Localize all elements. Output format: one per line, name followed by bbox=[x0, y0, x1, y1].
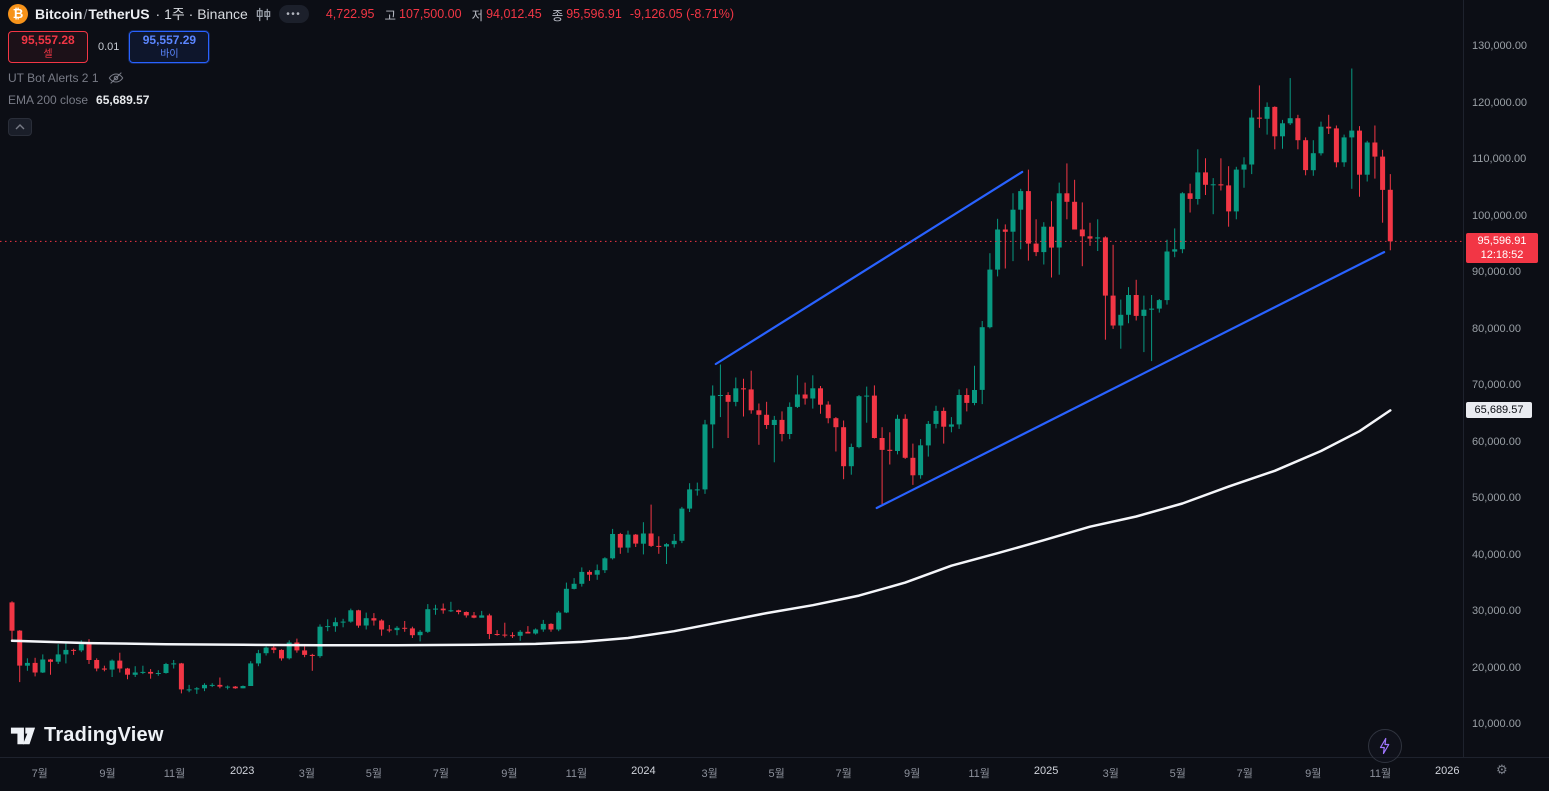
time-axis-label: 7월 bbox=[432, 768, 450, 780]
indicator-row-utbot: UT Bot Alerts 2 1 bbox=[8, 70, 124, 86]
time-axis-label: 9월 bbox=[501, 768, 518, 780]
spread-value: 0.01 bbox=[98, 41, 120, 53]
open-value: 4,722.95 bbox=[325, 7, 375, 21]
change-value: -9,126.05 (-8.71%) bbox=[629, 7, 735, 21]
legend-collapse-button[interactable] bbox=[8, 118, 32, 136]
current-price-axis-label: 95,596.91 12:18:52 bbox=[1466, 233, 1538, 264]
low-value: 94,012.45 bbox=[486, 7, 542, 21]
time-axis-label: 5월 bbox=[768, 768, 785, 780]
time-axis-label: 5월 bbox=[365, 768, 383, 780]
time-axis-label: 3월 bbox=[1102, 768, 1119, 780]
time-axis-label: 2026 bbox=[1435, 765, 1460, 777]
time-axis-label: 5월 bbox=[1169, 768, 1186, 780]
price-axis-label: 120,000.00 bbox=[1472, 96, 1528, 109]
price-axis-label: 130,000.00 bbox=[1472, 40, 1528, 52]
trendline-drawings[interactable] bbox=[714, 170, 1386, 510]
price-axis-label: 70,000.00 bbox=[1472, 379, 1521, 391]
ema-200-line bbox=[10, 409, 1392, 647]
time-axis-label: 11월 bbox=[968, 768, 990, 780]
time-axis[interactable]: 7월 9월 11월 2023 3월 5월 7월 9월 11월 2024 3월 5월 7월 9월 11월 202… bbox=[0, 758, 1549, 791]
time-axis-label: 3월 bbox=[701, 768, 718, 780]
price-axis-separator bbox=[1463, 0, 1464, 757]
price-axis-label: 90,000.00 bbox=[1472, 266, 1521, 278]
indicator-row-ema: EMA 200 close 65,689.57 bbox=[8, 93, 149, 107]
tradingview-mark-icon bbox=[10, 727, 36, 745]
close-label: 종 bbox=[551, 8, 564, 23]
price-axis-label: 110,000.00 bbox=[1472, 153, 1527, 165]
time-axis-label: 2025 bbox=[1033, 765, 1059, 777]
low-label: 저 bbox=[471, 8, 484, 23]
lightning-icon bbox=[1379, 737, 1390, 755]
boost-button[interactable] bbox=[1368, 729, 1402, 763]
time-axis-separator bbox=[0, 757, 1549, 758]
time-axis-label: 7월 bbox=[1236, 768, 1253, 780]
price-axis-label: 80,000.00 bbox=[1472, 322, 1521, 335]
symbol-legend-row: ₿ Bitcoin / TetherUS · 1주 · Binance ••• … bbox=[8, 4, 734, 24]
symbol-meta: · 1주 · Binance bbox=[155, 6, 248, 22]
price-axis-label: 40,000.00 bbox=[1472, 548, 1521, 561]
trade-buttons-row: 95,557.28 셀 0.01 95,557.29 바이 bbox=[8, 31, 210, 63]
high-value: 107,500.00 bbox=[399, 7, 462, 21]
high-label: 고 bbox=[384, 8, 396, 23]
time-axis-label: 7월 bbox=[835, 768, 852, 780]
chevron-up-icon bbox=[15, 124, 25, 130]
ohlc-readout: 4,722.95 고 107,500.00 저 94,012.45 종 95,5… bbox=[326, 5, 734, 24]
buy-price: 95,557.29 bbox=[142, 33, 197, 48]
time-axis-label: 9월 bbox=[99, 768, 116, 780]
buy-button[interactable]: 95,557.29 바이 bbox=[129, 31, 210, 63]
candles bbox=[9, 68, 1393, 694]
utbot-indicator-name: UT Bot Alerts 2 1 bbox=[8, 71, 99, 85]
bar-countdown: 12:18:52 bbox=[1480, 249, 1524, 262]
price-axis-label: 20,000.00 bbox=[1472, 661, 1521, 674]
chart-type-icon[interactable] bbox=[255, 6, 272, 23]
sell-price: 95,557.28 bbox=[21, 33, 75, 48]
symbol-separator: / bbox=[83, 6, 88, 22]
symbol-base: Bitcoin bbox=[35, 6, 83, 22]
ema-indicator-name: EMA 200 close bbox=[8, 93, 89, 107]
visibility-off-icon[interactable] bbox=[108, 70, 124, 86]
time-axis-label: 9월 bbox=[903, 768, 921, 780]
axis-settings-gear-icon[interactable]: ⚙ bbox=[1496, 762, 1508, 777]
time-axis-label: 11월 bbox=[1369, 768, 1392, 780]
time-axis-label: 2023 bbox=[229, 765, 255, 777]
time-axis-label: 7월 bbox=[31, 768, 48, 780]
sell-label: 셀 bbox=[43, 48, 53, 60]
price-axis-label: 10,000.00 bbox=[1472, 718, 1521, 730]
brand-name: TradingView bbox=[44, 723, 164, 746]
current-price-value: 95,596.91 bbox=[1477, 235, 1527, 248]
buy-label: 바이 bbox=[160, 48, 179, 60]
symbol-title-button[interactable]: Bitcoin / TetherUS · 1주 · Binance bbox=[35, 4, 248, 24]
more-menu-button[interactable]: ••• bbox=[278, 5, 309, 23]
time-axis-label: 11월 bbox=[565, 768, 588, 780]
price-axis-label: 60,000.00 bbox=[1472, 435, 1521, 448]
sell-button[interactable]: 95,557.28 셀 bbox=[8, 31, 88, 63]
time-axis-label: 2024 bbox=[631, 765, 656, 777]
tradingview-logo[interactable]: TradingView bbox=[10, 722, 164, 748]
ema-axis-label: 65,689.57 bbox=[1466, 402, 1532, 419]
price-axis[interactable]: 130,000.00 120,000.00 110,000.00 100,000.00… bbox=[1464, 0, 1549, 757]
symbol-quote: TetherUS bbox=[88, 6, 150, 22]
time-axis-label: 9월 bbox=[1305, 768, 1322, 780]
time-axis-label: 3월 bbox=[298, 768, 316, 780]
price-axis-label: 30,000.00 bbox=[1472, 605, 1521, 617]
bitcoin-logo-icon: ₿ bbox=[8, 4, 28, 24]
price-axis-label: 100,000.00 bbox=[1472, 209, 1528, 222]
price-axis-label: 50,000.00 bbox=[1472, 492, 1521, 504]
time-axis-label: 11월 bbox=[163, 768, 186, 780]
close-value: 95,596.91 bbox=[566, 7, 622, 21]
ema-indicator-value: 65,689.57 bbox=[96, 93, 150, 107]
